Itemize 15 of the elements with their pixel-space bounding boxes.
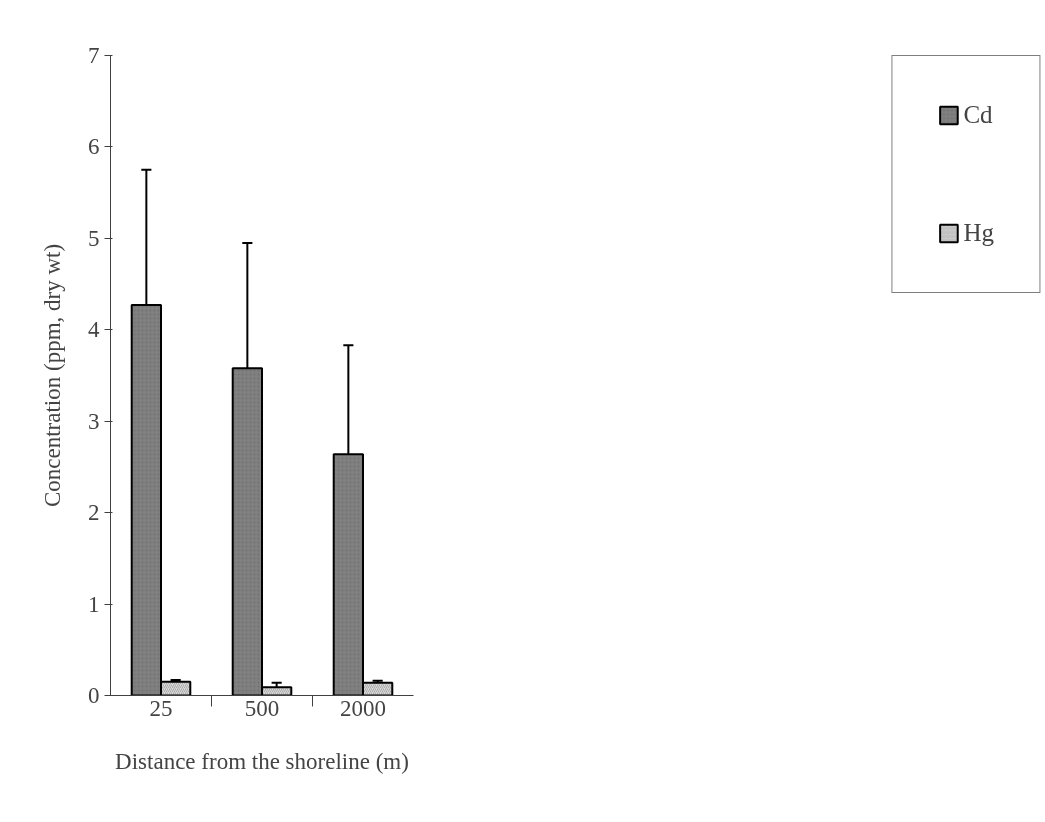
y-tick-label: 1 (88, 591, 100, 617)
x-tick-label: 2000 (340, 695, 386, 721)
y-tick-label: 3 (88, 408, 100, 434)
x-tick-label: 25 (149, 695, 173, 721)
y-tick-label: 5 (88, 225, 100, 251)
y-tick-label: 0 (88, 683, 100, 708)
y-tick-label: 7 (88, 43, 100, 68)
y-tick-label: 6 (88, 134, 100, 160)
y-axis-title: Concentration (ppm, dry wt) (40, 243, 65, 508)
x-axis-title: Distance from the shoreline (m) (115, 748, 409, 774)
legend-label: Hg (963, 219, 994, 247)
x-tick-label: 500 (244, 695, 280, 721)
legend-label: Cd (963, 101, 993, 129)
y-tick-label: 4 (88, 317, 100, 343)
y-tick-label: 2 (88, 500, 100, 526)
